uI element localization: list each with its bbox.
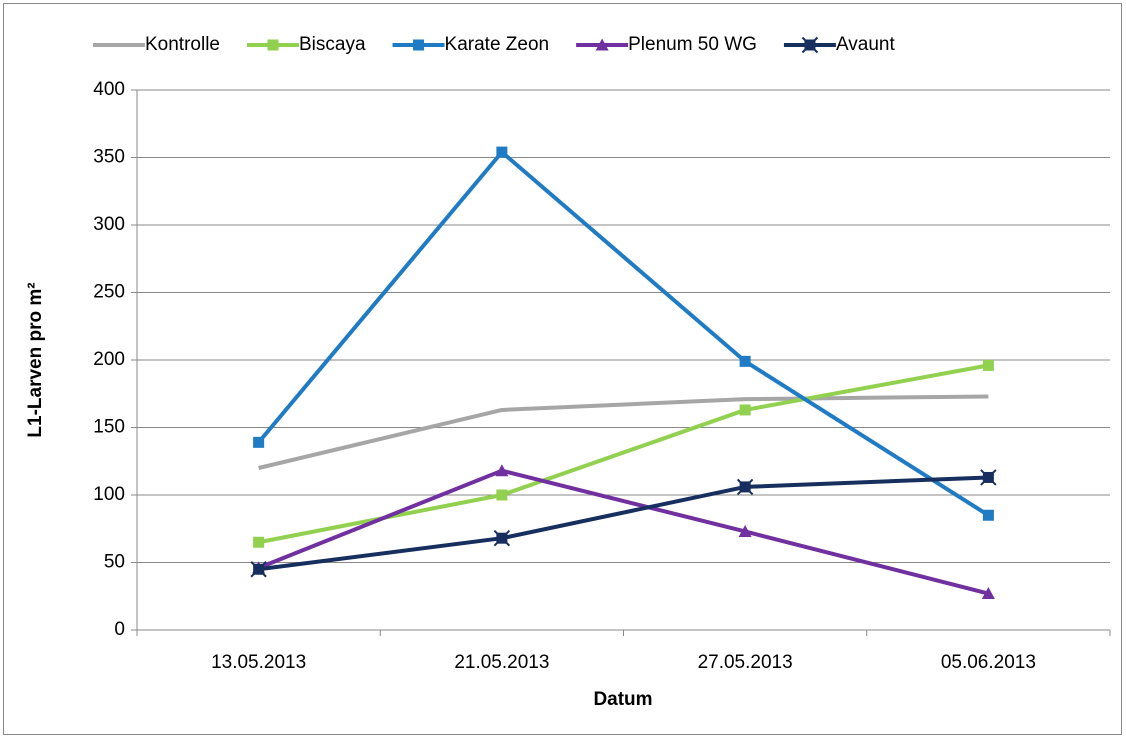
marker bbox=[413, 39, 425, 51]
marker bbox=[982, 359, 994, 371]
marker bbox=[493, 529, 511, 547]
marker bbox=[250, 561, 267, 578]
marker bbox=[253, 436, 265, 448]
marker-cross bbox=[801, 36, 819, 54]
marker bbox=[801, 36, 819, 54]
legend-label: Avaunt bbox=[836, 34, 896, 55]
marker bbox=[267, 39, 279, 51]
y-tick-label: 250 bbox=[93, 282, 125, 303]
legend-label: Karate Zeon bbox=[445, 34, 550, 55]
series-line bbox=[257, 150, 990, 517]
legend-item: Karate Zeon bbox=[392, 34, 550, 55]
marker bbox=[496, 146, 508, 158]
series-line bbox=[257, 468, 989, 596]
marker bbox=[253, 536, 265, 548]
legend-item: Biscaya bbox=[247, 34, 366, 55]
x-tick-label: 13.05.2013 bbox=[211, 652, 306, 673]
legend-label: Kontrolle bbox=[145, 34, 220, 55]
y-axis-title: L1-Larven pro m² bbox=[25, 282, 46, 437]
y-tick-label: 50 bbox=[104, 552, 125, 573]
legend-label: Biscaya bbox=[299, 34, 366, 55]
chart-border bbox=[3, 3, 1122, 735]
x-tick-label: 21.05.2013 bbox=[454, 652, 549, 673]
y-tick-label: 300 bbox=[93, 214, 125, 235]
x-axis-title: Datum bbox=[593, 689, 652, 710]
legend-item: Kontrolle bbox=[93, 34, 220, 55]
series-line bbox=[258, 394, 989, 470]
series-line bbox=[258, 475, 989, 572]
marker bbox=[739, 355, 751, 367]
legend-item: Avaunt bbox=[783, 34, 896, 55]
marker bbox=[495, 464, 509, 477]
marker bbox=[496, 489, 508, 501]
x-tick-label: 27.05.2013 bbox=[698, 652, 793, 673]
marker bbox=[595, 38, 609, 51]
legend-label: Plenum 50 WG bbox=[628, 34, 757, 55]
y-tick-label: 400 bbox=[93, 79, 125, 100]
legend-item: Plenum 50 WG bbox=[576, 34, 757, 55]
marker bbox=[739, 404, 751, 416]
marker-cross bbox=[250, 561, 267, 578]
marker-cross bbox=[493, 529, 511, 547]
y-tick-label: 350 bbox=[93, 147, 125, 168]
marker bbox=[982, 509, 994, 521]
marker bbox=[981, 587, 995, 600]
y-tick-label: 100 bbox=[93, 484, 125, 505]
marker bbox=[738, 524, 752, 537]
marker-cross bbox=[736, 478, 754, 496]
y-tick-label: 150 bbox=[93, 417, 125, 438]
x-tick-label: 05.06.2013 bbox=[941, 652, 1036, 673]
y-tick-label: 200 bbox=[93, 349, 125, 370]
marker-cross bbox=[980, 469, 997, 486]
y-tick-label: 0 bbox=[114, 619, 125, 640]
marker bbox=[980, 469, 997, 486]
marker bbox=[736, 478, 754, 496]
